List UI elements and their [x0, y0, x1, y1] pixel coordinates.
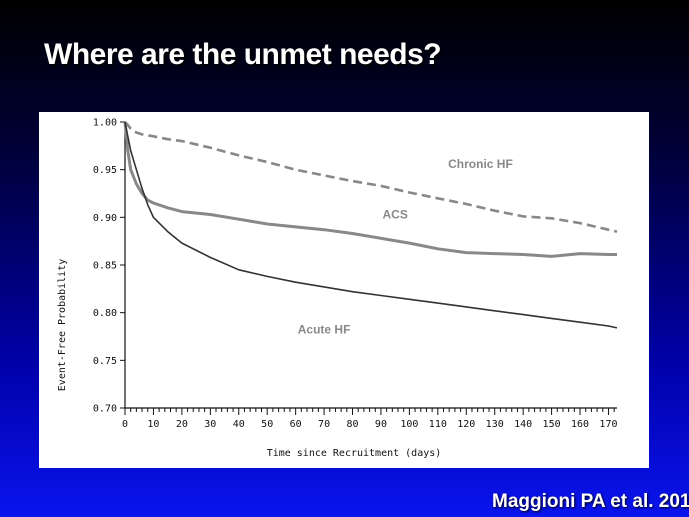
x-tick-label: 60: [290, 419, 302, 430]
series-line-acs: [123, 121, 617, 258]
slide-title: Where are the unmet needs?: [44, 38, 442, 71]
chart-panel: 0.70 0.75 0.80 0.85 0.90 0.95 1.00 0 10 20 30 40 50 6…: [39, 112, 649, 468]
kaplan-meier-chart: 0.70 0.75 0.80 0.85 0.90 0.95 1.00 0 10 20 30 40 50 6…: [57, 118, 618, 460]
series-label-acs: ACS: [383, 207, 408, 221]
x-tick-label: 130: [486, 419, 504, 430]
series-line-acute-hf: [124, 121, 618, 329]
y-tick-label: 0.75: [93, 356, 117, 367]
y-tick-label: 0.80: [93, 308, 117, 319]
citation: Maggioni PA et al. 201: [492, 491, 689, 512]
x-tick-label: 20: [176, 419, 188, 430]
x-tick-label: 10: [147, 419, 159, 430]
x-tick-label: 70: [318, 419, 330, 430]
series-label-acute-hf: Acute HF: [298, 323, 351, 337]
x-tick-label: 30: [204, 419, 216, 430]
chart-series-layer: [123, 121, 618, 329]
x-tick-label: 120: [457, 419, 475, 430]
y-tick-label: 0.90: [93, 213, 117, 224]
y-tick-label: 1.00: [93, 118, 117, 129]
series-line-chronic-hf: [124, 121, 618, 233]
x-tick-label: 0: [122, 419, 128, 430]
x-tick-label: 40: [233, 419, 245, 430]
x-tick-label: 90: [375, 419, 387, 430]
y-tick-label: 0.70: [93, 404, 117, 415]
x-tick-label: 100: [400, 419, 418, 430]
chart-labels-layer: Chronic HF ACS Acute HF: [298, 157, 513, 337]
x-tick-label: 170: [599, 419, 617, 430]
x-tick-label: 150: [543, 419, 561, 430]
x-axis-title: Time since Recruitment (days): [267, 448, 442, 459]
x-tick-label: 80: [346, 419, 358, 430]
x-tick-label: 140: [514, 419, 532, 430]
y-axis-title: Event-Free Probability: [57, 259, 68, 391]
y-tick-label: 0.95: [93, 165, 117, 176]
x-tick-label: 160: [571, 419, 589, 430]
series-label-chronic-hf: Chronic HF: [448, 157, 513, 171]
x-tick-label: 50: [261, 419, 273, 430]
y-tick-label: 0.85: [93, 261, 117, 272]
chart-axes: 0.70 0.75 0.80 0.85 0.90 0.95 1.00 0 10 20 30 40 50 6…: [93, 118, 618, 431]
x-tick-label: 110: [429, 419, 447, 430]
